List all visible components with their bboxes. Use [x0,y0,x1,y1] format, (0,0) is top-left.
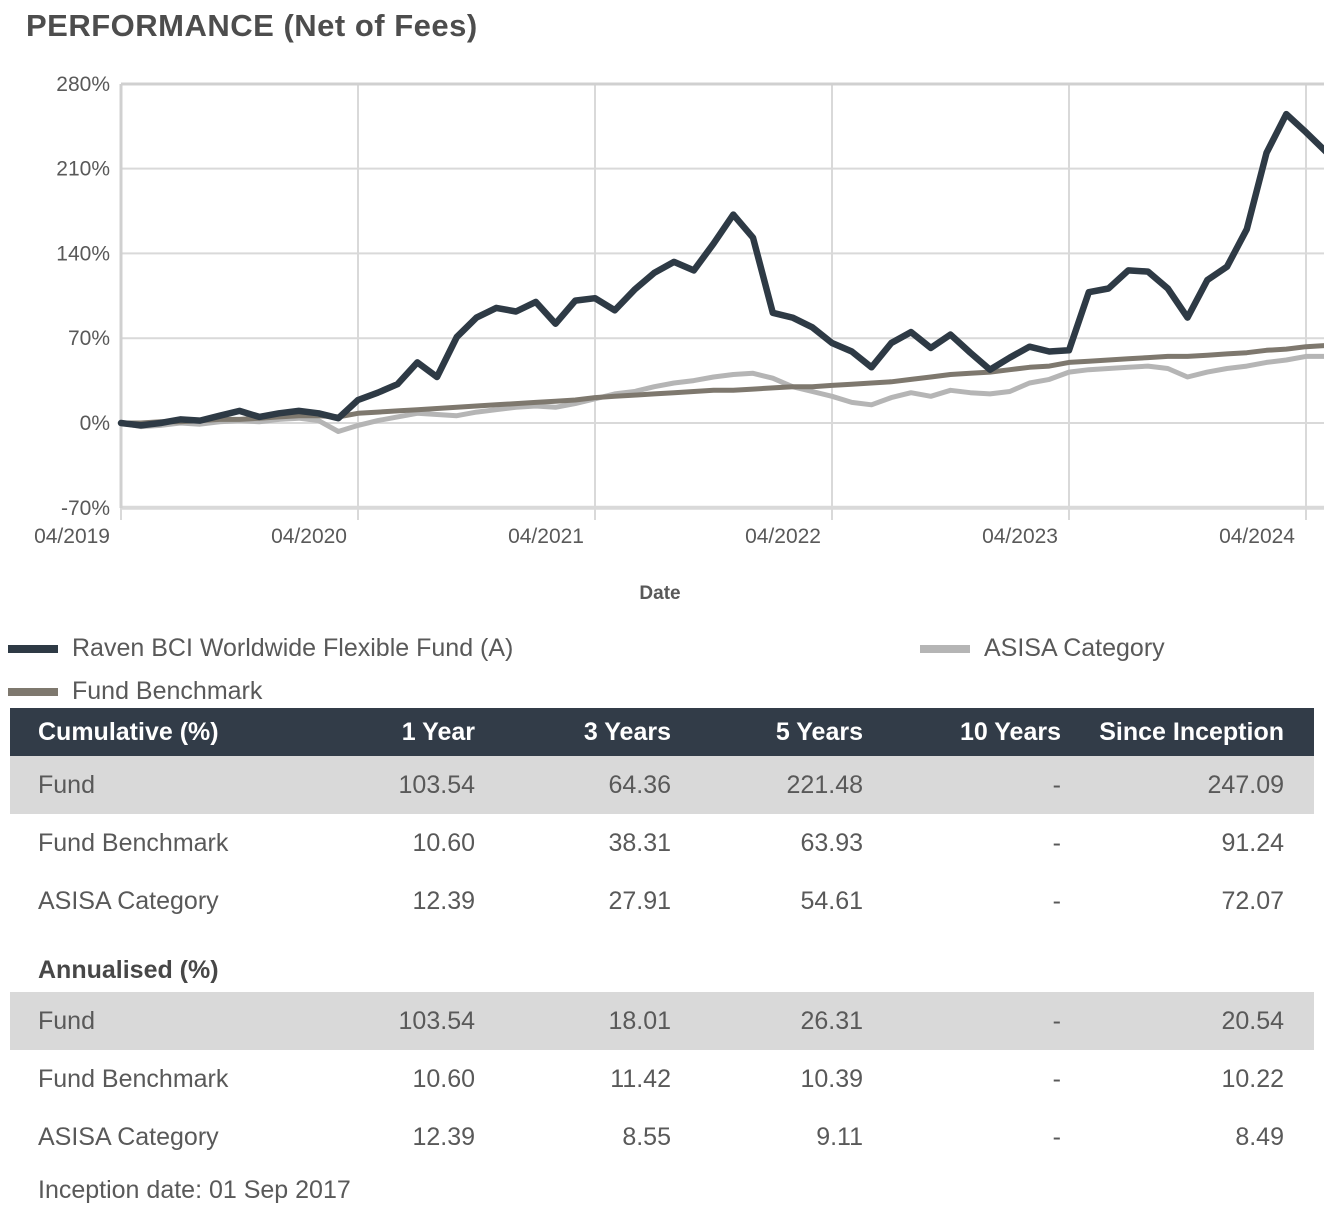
cell-value: 64.36 [608,770,671,799]
legend-item: Raven BCI Worldwide Flexible Fund (A) [8,634,513,663]
legend-swatch-icon [920,644,970,653]
y-tick-label: 70% [68,327,110,350]
row-label: Fund [38,1006,95,1035]
section-spacer [10,930,1314,948]
x-tick-label: 04/2023 [982,525,1058,548]
cell-value: - [1052,886,1061,915]
cell-value: 5 Years [775,717,863,746]
y-tick-label: 0% [80,412,110,435]
cell-value: 20.54 [1221,1006,1284,1035]
cell-value: - [1052,1122,1061,1151]
cell-value: 12.39 [412,1122,475,1151]
cell-value: 38.31 [608,828,671,857]
x-tick-label: 04/2024 [1219,525,1295,548]
cell-value: - [1052,1006,1061,1035]
row-label: Fund Benchmark [38,1064,229,1093]
cell-value: 10 Years [959,717,1061,746]
cell-value: 9.11 [816,1122,863,1151]
cell-value: 54.61 [800,886,863,915]
table-header-row: Cumulative (%) 1 Year 3 Years 5 Years 10 Yea… [10,708,1314,756]
table-row: Fund 103.54 18.01 26.31 - 20.54 [10,992,1314,1050]
cell-value: 103.54 [398,770,475,799]
table-row: Fund 103.54 64.36 221.48 - 247.09 [10,756,1314,814]
legend-label: ASISA Category [984,634,1165,662]
y-tick-label: 280% [56,73,110,96]
performance-table: Cumulative (%) 1 Year 3 Years 5 Years 10 Yea… [10,708,1314,1205]
table-row: Fund Benchmark 10.60 11.42 10.39 - 10.22 [10,1050,1314,1108]
cell-value: 103.54 [398,1006,475,1035]
cell-value: 26.31 [800,1006,863,1035]
series-line-fund [117,110,1324,429]
y-tick-label: -70% [61,497,110,520]
cell-value: 11.42 [610,1064,671,1093]
table-row: ASISA Category 12.39 27.91 54.61 - 72.07 [10,872,1314,930]
cell-value: 27.91 [608,886,671,915]
row-label: ASISA Category [38,1122,219,1151]
cell-value: 18.01 [608,1006,671,1035]
cell-value: 3 Years [583,717,671,746]
page-title: PERFORMANCE (Net of Fees) [26,8,478,43]
legend-item: Fund Benchmark [8,677,262,706]
row-label: Fund Benchmark [38,828,229,857]
cell-value: 10.60 [412,828,475,857]
cell-value: 63.93 [800,828,863,857]
table-row: Fund Benchmark 10.60 38.31 63.93 - 91.24 [10,814,1314,872]
row-label: Cumulative (%) [38,717,219,746]
table-row: ASISA Category 12.39 8.55 9.11 - 8.49 [10,1108,1314,1166]
cell-value: 221.48 [786,770,863,799]
cell-value: 10.22 [1221,1064,1284,1093]
x-tick-label: 04/2022 [745,525,821,548]
x-tick-label: 04/2021 [508,525,584,548]
x-tick-label: 04/2020 [271,525,347,548]
cell-value: 91.24 [1221,828,1284,857]
cell-value: 247.09 [1207,770,1284,799]
legend-label: Raven BCI Worldwide Flexible Fund (A) [72,634,514,662]
cell-value: 8.55 [622,1122,671,1151]
cell-value: Since Inception [1099,717,1284,746]
row-label: ASISA Category [38,886,219,915]
cell-value: - [1052,1064,1061,1093]
cell-value: 72.07 [1221,886,1284,915]
cell-value: 10.60 [412,1064,475,1093]
cell-value: - [1052,770,1061,799]
table-section-heading: Annualised (%) [38,955,219,984]
y-tick-label: 210% [56,158,110,181]
legend-swatch-icon [8,644,58,653]
x-axis-title: Date [639,583,680,604]
row-label: Fund [38,770,95,799]
legend-label: Fund Benchmark [72,677,263,705]
cell-value: 1 Year [401,717,475,746]
cell-value: 10.39 [800,1064,863,1093]
inception-date-note: Inception date: 01 Sep 2017 [38,1176,351,1204]
performance-line-chart: 280% 210% 140% 70% 0% -70% 04/2019 04/2020 04/20… [34,73,1324,604]
series-line-asisa [118,353,1324,434]
legend-swatch-icon [8,687,58,696]
legend-item: ASISA Category [920,634,1165,663]
y-tick-label: 140% [56,242,110,265]
cell-value: 8.49 [1235,1122,1284,1151]
cell-value: 12.39 [412,886,475,915]
x-tick-label: 04/2019 [34,525,110,548]
cell-value: - [1052,828,1061,857]
